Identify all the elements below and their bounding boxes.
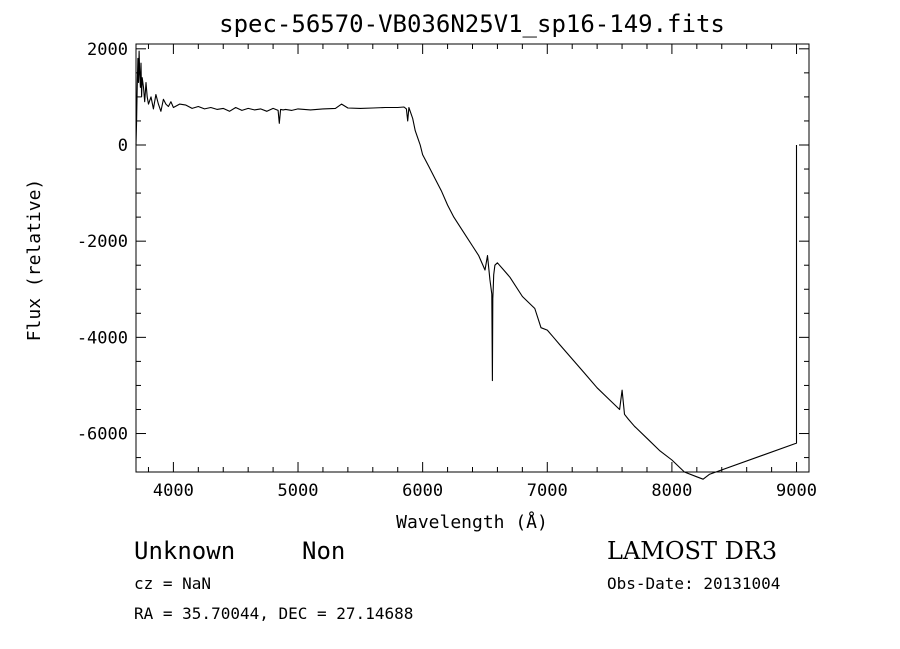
chart-title: spec-56570-VB036N25V1_sp16-149.fits [219,10,725,38]
coordinates: RA = 35.70044, DEC = 27.14688 [134,604,413,623]
x-tick-label: 9000 [776,481,817,501]
y-tick-label: -2000 [77,232,128,252]
x-tick-label: 6000 [402,481,443,501]
y-tick-label: -6000 [77,425,128,445]
y-tick-label: 0 [118,136,128,156]
x-axis-label: Wavelength (Å) [396,511,548,533]
plot-frame [135,43,810,473]
spectrum-series-line [135,50,798,480]
axis-ticks: 4000 5000 6000 7000 8000 9000 2000 0 -2000 -4000 -… [77,40,817,501]
obs-date: Obs-Date: 20131004 [607,574,780,593]
object-class: Unknown [134,537,235,565]
x-tick-label: 5000 [278,481,319,501]
redshift-text: cz = NaN [134,574,211,593]
x-tick-label: 4000 [153,481,194,501]
object-subclass: Non [302,537,345,565]
x-tick-label: 8000 [651,481,692,501]
y-axis-label: Flux (relative) [24,179,45,342]
x-tick-label: 7000 [527,481,568,501]
y-tick-label: 2000 [87,40,128,60]
survey-name: LAMOST DR3 [607,537,777,565]
y-tick-label: -4000 [77,328,128,348]
